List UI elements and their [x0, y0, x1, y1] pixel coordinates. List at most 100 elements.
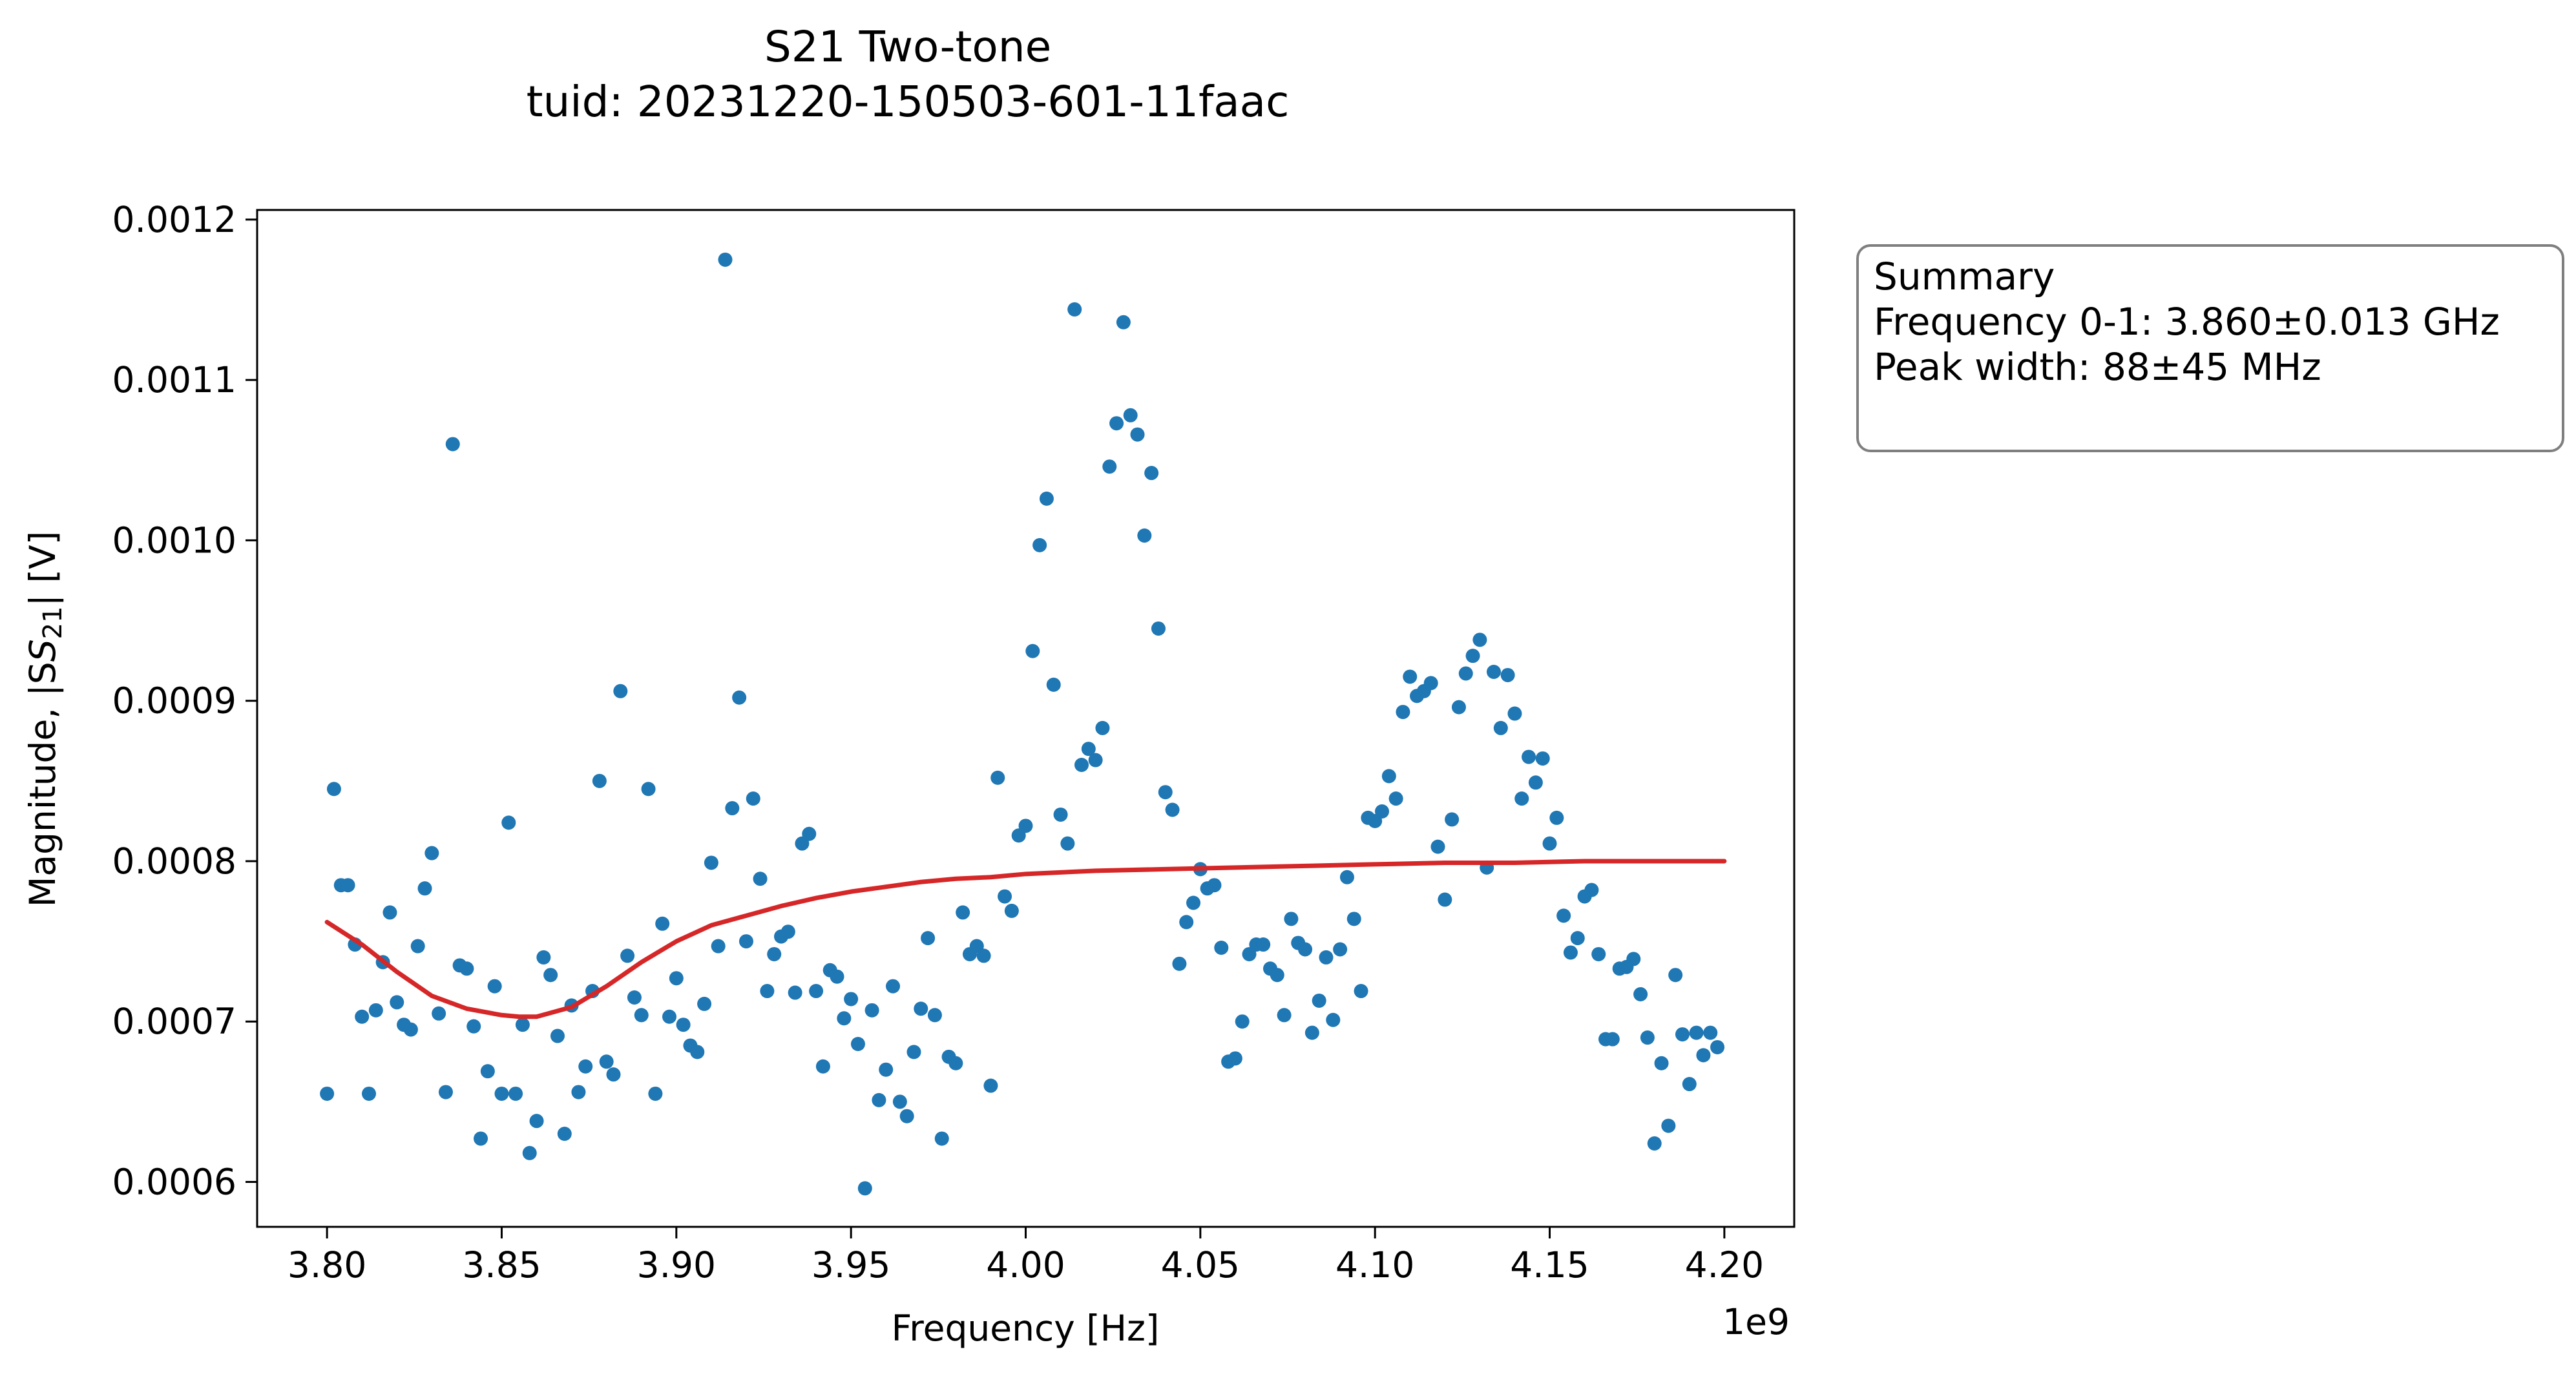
data-point-144 [1326, 1012, 1341, 1027]
data-point-85 [914, 1001, 928, 1016]
data-point-48 [655, 916, 670, 931]
summary-peak-width: Peak width: 88±45 MHz [1874, 345, 2321, 389]
data-point-67 [788, 985, 802, 1000]
data-point-63 [760, 984, 775, 999]
data-point-75 [844, 992, 859, 1007]
x-axis-exponent: 1e9 [1723, 1301, 1790, 1342]
data-point-101 [1025, 643, 1040, 658]
x-tick-label-1: 3.85 [462, 1244, 541, 1286]
data-point-62 [753, 872, 768, 886]
data-point-42 [613, 684, 628, 698]
data-point-199 [1710, 1039, 1725, 1054]
data-point-44 [627, 990, 642, 1005]
data-point-90 [948, 1056, 963, 1070]
data-point-98 [1004, 903, 1019, 918]
data-point-51 [676, 1018, 691, 1032]
y-tick-label-1: 0.0007 [112, 1001, 236, 1042]
data-point-195 [1682, 1077, 1697, 1092]
data-point-12 [403, 1022, 418, 1037]
data-point-45 [634, 1008, 649, 1023]
data-point-16 [432, 1006, 446, 1021]
data-point-176 [1549, 810, 1564, 825]
data-point-102 [1032, 538, 1047, 552]
data-point-53 [690, 1045, 705, 1060]
data-point-153 [1388, 791, 1403, 806]
x-tick-label-7: 4.15 [1510, 1244, 1589, 1286]
data-point-194 [1675, 1027, 1690, 1042]
data-point-154 [1396, 705, 1410, 720]
data-point-138 [1284, 912, 1299, 926]
data-point-76 [850, 1036, 865, 1051]
data-point-55 [704, 855, 718, 870]
data-point-57 [718, 252, 733, 267]
data-point-109 [1081, 742, 1096, 757]
x-tick-label-4: 4.00 [986, 1244, 1065, 1286]
data-point-79 [872, 1092, 886, 1107]
data-point-73 [830, 969, 844, 984]
y-axis-label-suffix: | [V] [22, 531, 64, 607]
data-point-143 [1319, 950, 1334, 965]
data-point-100 [1018, 819, 1033, 833]
data-point-162 [1451, 700, 1466, 715]
data-point-169 [1500, 667, 1515, 682]
data-point-164 [1465, 649, 1480, 663]
data-point-190 [1647, 1136, 1662, 1151]
data-point-141 [1304, 1025, 1319, 1040]
data-point-20 [459, 961, 474, 976]
data-point-86 [921, 931, 936, 946]
data-point-33 [550, 1028, 565, 1043]
data-point-123 [1179, 915, 1194, 930]
y-axis: 0.0006 0.0007 0.0008 0.0009 0.0010 0.0011 0.00… [112, 199, 257, 1202]
data-point-131 [1235, 1014, 1250, 1029]
y-axis-label-s: S [22, 639, 63, 662]
data-point-24 [487, 979, 502, 994]
data-point-163 [1458, 666, 1473, 681]
data-point-28 [515, 1018, 530, 1032]
data-point-107 [1067, 302, 1082, 317]
data-point-124 [1186, 895, 1201, 910]
data-point-69 [802, 826, 817, 841]
data-point-159 [1430, 839, 1445, 854]
data-point-49 [662, 1009, 676, 1024]
x-tick-label-0: 3.80 [288, 1244, 366, 1286]
data-point-80 [879, 1062, 894, 1077]
data-point-36 [571, 1085, 586, 1100]
data-point-182 [1591, 946, 1606, 961]
data-point-106 [1060, 836, 1075, 851]
x-tick-label-2: 3.90 [637, 1244, 716, 1286]
data-point-95 [983, 1078, 998, 1093]
data-point-152 [1381, 769, 1396, 784]
data-point-145 [1333, 942, 1348, 957]
y-tick-label-2: 0.0008 [112, 840, 236, 882]
data-point-14 [417, 881, 432, 896]
data-point-10 [390, 995, 404, 1010]
data-point-119 [1151, 621, 1166, 636]
plot-area [320, 252, 1727, 1196]
data-point-91 [956, 905, 970, 920]
data-point-155 [1403, 669, 1418, 684]
data-point-23 [480, 1064, 495, 1079]
y-axis-label-sub: 21 [38, 606, 68, 639]
data-point-173 [1528, 775, 1543, 790]
data-point-188 [1633, 987, 1648, 1002]
data-point-151 [1375, 804, 1389, 819]
data-point-110 [1088, 753, 1103, 767]
data-point-70 [809, 984, 824, 999]
data-point-66 [780, 924, 795, 939]
data-point-172 [1522, 749, 1536, 764]
data-point-54 [697, 996, 712, 1011]
data-point-191 [1654, 1056, 1669, 1070]
data-point-81 [886, 979, 901, 994]
data-point-9 [382, 905, 397, 920]
data-point-187 [1626, 952, 1641, 966]
data-point-170 [1507, 706, 1522, 721]
data-point-116 [1130, 427, 1145, 442]
data-point-78 [864, 1003, 879, 1018]
data-point-128 [1214, 941, 1229, 955]
data-point-174 [1535, 751, 1550, 766]
data-point-160 [1438, 892, 1452, 907]
summary-box-frame [1856, 244, 2564, 452]
chart-subtitle: tuid: 20231220-150503-601-11faac [527, 77, 1290, 127]
